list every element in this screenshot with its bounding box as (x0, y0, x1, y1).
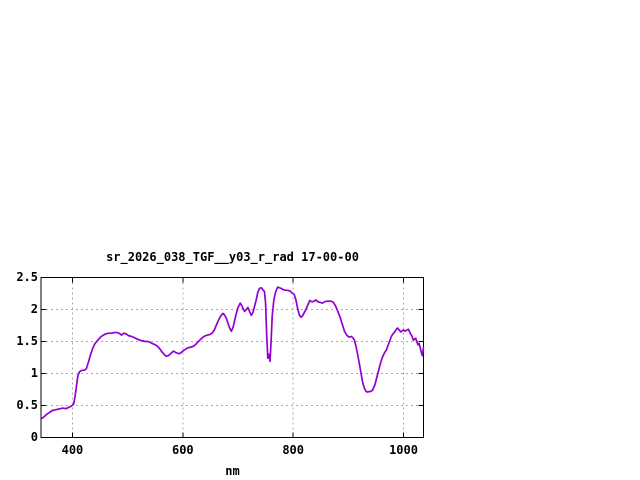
y-tick-label: 2.5 (16, 270, 38, 284)
y-tick-label: 2 (30, 302, 38, 316)
y-tick-label: 0.5 (16, 398, 38, 412)
x-tick-label: 400 (61, 443, 84, 457)
plot-border (40, 277, 424, 438)
x-tick-label: 1000 (389, 443, 418, 457)
y-tick-label: 1.5 (16, 334, 38, 348)
x-tick-label: 800 (282, 443, 305, 457)
x-axis-label: nm (225, 464, 240, 478)
chart-title: sr_2026_038_TGF__y03_r_rad 17-00-00 (106, 250, 359, 264)
y-tick-label: 1 (30, 366, 38, 380)
y-tick-label: 0 (30, 430, 38, 444)
x-tick-label: 600 (171, 443, 194, 457)
spectrum-curve (40, 286, 425, 420)
